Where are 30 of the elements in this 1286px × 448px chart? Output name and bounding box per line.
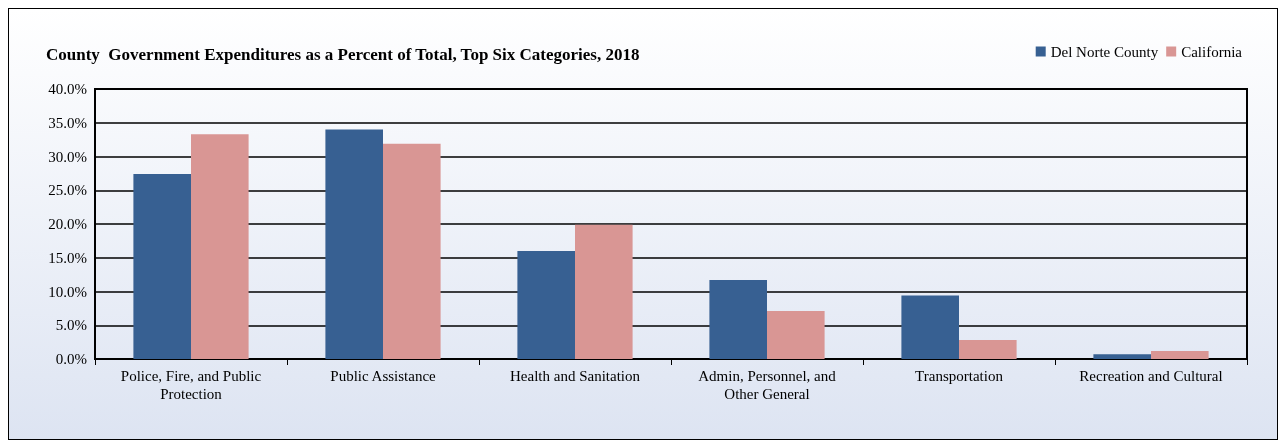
bar [383,143,441,359]
bar [1151,350,1209,359]
y-tick-label: 15.0% [48,249,87,266]
y-tick-label: 25.0% [48,182,87,199]
legend-label: Del Norte County [1050,43,1159,60]
bar [901,295,959,359]
y-tick-label: 35.0% [48,114,87,131]
chart-title: County Government Expenditures as a Percent of Total, Top Six Categories, 2018 [46,45,640,64]
bar [959,340,1017,359]
bar [767,311,825,359]
y-tick-label: 0.0% [55,351,87,367]
legend-label: California [1181,43,1243,60]
y-tick-label: 10.0% [48,283,87,300]
y-tick-label: 20.0% [48,216,87,232]
bar [133,174,191,359]
x-tick-label: Police, Fire, and Public Protection [120,368,262,402]
bar [709,280,767,359]
y-tick-label: 40.0% [48,81,87,97]
bar [575,224,633,359]
x-tick-label: Recreation and Cultural [1079,368,1223,384]
y-tick-label: 30.0% [48,148,87,165]
bar [191,134,249,359]
bar [517,251,575,359]
x-tick-label: Transportation [915,368,1004,384]
y-tick-label: 5.0% [55,317,87,334]
bar [1093,354,1151,359]
x-tick-label: Health and Sanitation [510,368,641,384]
x-tick-label: Public Assistance [330,368,437,384]
bar [325,129,383,359]
x-tick-label: Admin, Personnel, and Other General [698,368,837,402]
